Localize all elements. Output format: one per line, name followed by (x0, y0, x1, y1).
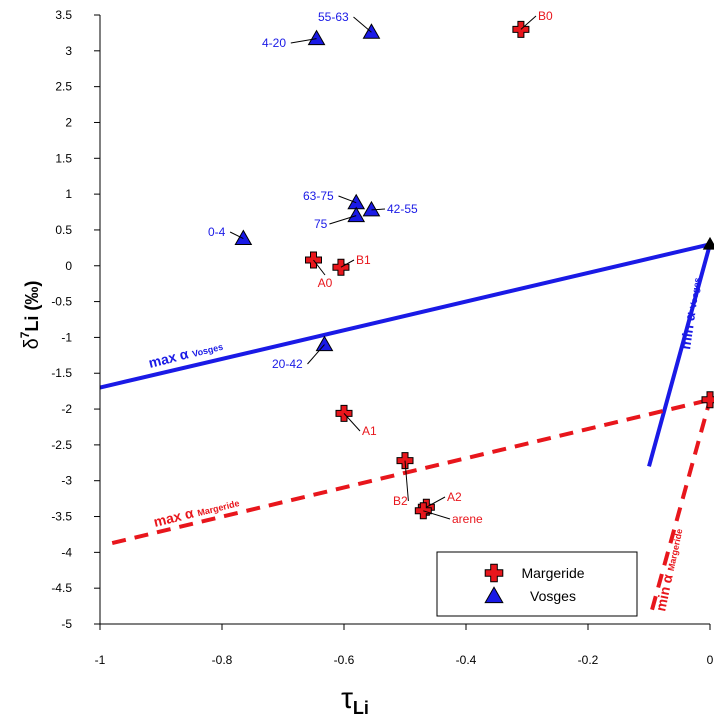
y-tick-label: -2.5 (51, 438, 72, 452)
y-tick-label: -1 (61, 330, 72, 344)
label-leader (290, 38, 317, 44)
legend: Margeride Vosges (436, 551, 638, 617)
line-label: min αVosges (677, 276, 703, 350)
label-leader (329, 215, 357, 225)
point-label: A2 (447, 490, 462, 504)
label-leader (371, 208, 386, 211)
axes: -1 -0.8 -0.6 -0.4 -0.2 0 -5 -4.5 -4 -3.5 -3 -2.5 -2… (51, 8, 713, 667)
y-axis-title-sup: 7 (18, 331, 32, 338)
y-tick-label: 0.5 (55, 223, 72, 237)
y-tick-label: -1.5 (51, 366, 72, 380)
label-leader (229, 231, 244, 239)
y-tick-label: -4 (61, 545, 72, 559)
y-tick-label: -0.5 (51, 295, 72, 309)
y-tick-label: -3 (61, 474, 72, 488)
y-axis-title: δ7Li (‰) (18, 281, 43, 350)
y-tick-label: -2 (61, 402, 72, 416)
x-axis-title: τLi (341, 682, 369, 717)
label-leader (338, 195, 357, 204)
margeride-point (701, 391, 714, 409)
line-min-alpha-margeride (650, 399, 712, 611)
label-leader (404, 460, 409, 502)
legend-label-vosges: Vosges (530, 588, 576, 604)
x-tick-label: -0.6 (334, 653, 355, 667)
vosges-point (362, 200, 381, 217)
y-tick-label: 2 (65, 115, 72, 129)
vosges-point (315, 335, 334, 352)
point-label: 75 (314, 217, 328, 231)
line-max-alpha-vosges (99, 242, 711, 390)
label-leader (307, 344, 325, 365)
y-tick-label: 1 (65, 187, 72, 201)
x-axis-title-sub: Li (353, 698, 369, 717)
legend-marker-vosges (484, 586, 504, 604)
point-label: A0 (318, 276, 333, 290)
y-tick-label: 0 (65, 259, 72, 273)
y-tick-label: 1.5 (55, 151, 72, 165)
legend-marker-margeride (484, 563, 504, 583)
y-tick-label: -3.5 (51, 510, 72, 524)
y-tick-label: 3 (65, 44, 72, 58)
label-leader (520, 15, 537, 30)
x-axis-title-main: τ (341, 682, 353, 715)
point-label: B0 (538, 9, 553, 23)
x-tick-label: 0 (707, 653, 714, 667)
vosges-point (234, 229, 253, 246)
y-tick-label: -4.5 (51, 581, 72, 595)
point-label: 20-42 (272, 357, 303, 371)
y-axis-title-rest: Li (‰) (22, 281, 42, 332)
vosges-point (362, 23, 381, 39)
legend-box (436, 551, 638, 617)
y-tick-label: 2.5 (55, 80, 72, 94)
x-tick-label: -0.8 (212, 653, 233, 667)
x-tick-label: -1 (95, 653, 106, 667)
x-tick-label: -0.4 (456, 653, 477, 667)
label-leader (423, 510, 451, 520)
point-label: 55-63 (318, 10, 349, 24)
vosges-point (347, 206, 366, 223)
label-leader (340, 259, 355, 268)
label-leader (353, 16, 372, 33)
y-ticks: -5 -4.5 -4 -3.5 -3 -2.5 -2 -1.5 -1 -0.5 0 0.5 1 1.5 2 2… (51, 8, 100, 631)
y-tick-label: -5 (61, 617, 72, 631)
point-label: B2 (393, 494, 408, 508)
point-label: 63-75 (303, 189, 334, 203)
data-points (234, 20, 714, 520)
line-min-alpha-vosges (647, 243, 712, 467)
y-tick-label: 3.5 (55, 8, 72, 22)
x-ticks: -1 -0.8 -0.6 -0.4 -0.2 0 (95, 624, 714, 667)
x-tick-label: -0.2 (578, 653, 599, 667)
point-labels: B0 A0 B1 A1 B2 A2 arene 4-20 55-63 63-75 75 42-55 0-… (208, 9, 553, 526)
margeride-point (332, 258, 350, 276)
line-label: max αMargeride (152, 493, 241, 530)
point-label: arene (452, 512, 483, 526)
line-max-alpha-margeride (111, 397, 711, 545)
endpoint-marker (702, 236, 714, 250)
legend-label-margeride: Margeride (521, 565, 584, 581)
point-label: A1 (362, 424, 377, 438)
label-leader (313, 259, 326, 276)
label-leader (426, 496, 446, 508)
vosges-point (307, 29, 326, 46)
y-axis-title-delta: δ (21, 338, 43, 349)
line-label: min αMargeride (652, 527, 685, 613)
point-label: B1 (356, 253, 371, 267)
point-label: 0-4 (208, 225, 226, 239)
point-label: 42-55 (387, 202, 418, 216)
label-leader (343, 413, 361, 432)
point-label: 4-20 (262, 36, 286, 50)
